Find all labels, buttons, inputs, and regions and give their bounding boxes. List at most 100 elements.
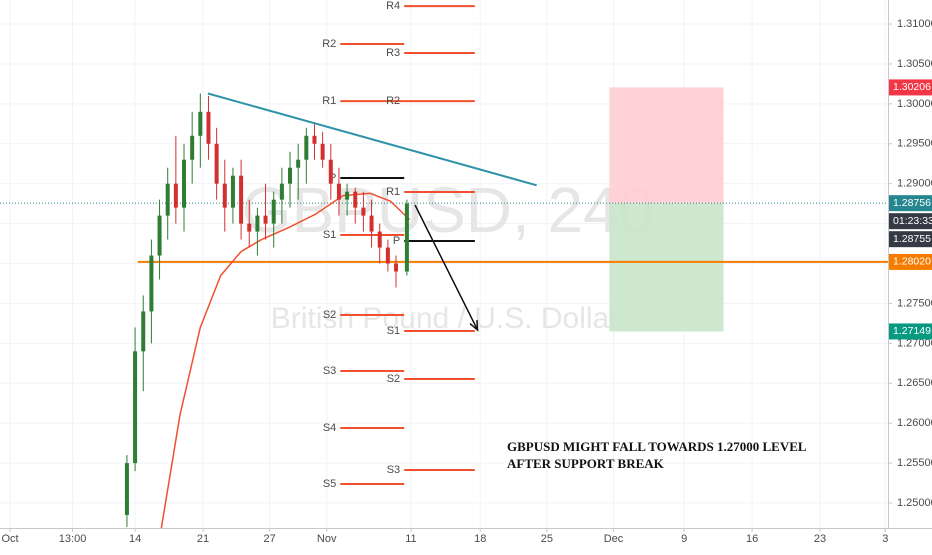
y-tick-label: 1.27500 (897, 297, 932, 309)
candle-body (190, 135, 195, 160)
candle-body (222, 183, 227, 208)
grid (0, 0, 888, 528)
x-tick-label: Nov (317, 533, 337, 545)
pivot-label: R2 (322, 38, 336, 50)
candle-body (124, 463, 129, 515)
x-tick-label: 3 (882, 533, 888, 545)
candle-body (288, 167, 293, 184)
pivot-label: S1 (387, 325, 400, 337)
target-zone (609, 203, 724, 332)
pivot-label: P (393, 235, 400, 247)
pivot-label: S4 (323, 422, 336, 434)
candle-body (369, 215, 374, 232)
pivot-label: R4 (386, 0, 400, 12)
price-tag (889, 231, 932, 248)
trendline (207, 92, 537, 187)
pivot-label: S1 (323, 229, 336, 241)
candle-body (165, 183, 170, 216)
moving-average (160, 192, 411, 528)
price-tag (889, 195, 932, 212)
x-tick-label: 27 (264, 533, 276, 545)
x-tick-label: 13:00 (59, 533, 87, 545)
pivot-label: S2 (323, 309, 336, 321)
x-tick-label: 18 (474, 533, 486, 545)
y-tick-label: 1.27000 (897, 337, 932, 349)
candle-body (263, 215, 268, 224)
y-tick-label: 1.31000 (897, 18, 932, 30)
candle-body (239, 175, 244, 224)
candle-body (198, 111, 203, 136)
candle-body (385, 247, 390, 264)
y-tick-label: 1.26500 (897, 377, 932, 389)
countdown-tag (889, 213, 932, 230)
y-tick-label: 1.25500 (897, 457, 932, 469)
y-tick-label: 1.30000 (897, 98, 932, 110)
y-tick-label: 1.25000 (897, 497, 932, 509)
candle-body (328, 159, 333, 184)
price-tag-label: 1.27149 (893, 325, 931, 337)
candle-body (230, 175, 235, 208)
price-tag-label: 1.28756 (893, 197, 931, 209)
y-tick-label: 1.26000 (897, 417, 932, 429)
y-tick-label: 1.29000 (897, 178, 932, 190)
candle-body (247, 223, 252, 232)
candle-body (320, 143, 325, 160)
plot-area: GBPUSD, 240 British Pound / U.S. Dollar … (0, 0, 888, 528)
candle-body (206, 111, 211, 144)
pivot-label: R2 (386, 95, 400, 107)
candle-body (255, 215, 260, 232)
x-tick-label: 11 (405, 533, 416, 545)
arrow-head (469, 319, 479, 332)
price-tag-label: 1.28020 (893, 256, 931, 268)
candle-body (336, 183, 341, 200)
price-tag-label: 1.30206 (893, 81, 931, 93)
candle-body (271, 199, 276, 224)
x-tick-label: Oct (1, 533, 18, 545)
candle-body (353, 191, 358, 208)
countdown: 01:23:33 (893, 215, 932, 227)
x-tick-label: 14 (129, 533, 141, 545)
x-tick-label: Dec (604, 533, 624, 545)
price-tag (889, 253, 932, 270)
x-tick-label: 21 (197, 533, 209, 545)
pivot-label: S3 (323, 365, 336, 377)
candle-body (296, 159, 301, 168)
candle-body (173, 183, 178, 208)
candle-body (377, 231, 382, 248)
candle-body (312, 135, 317, 144)
arrow (414, 204, 479, 331)
price-tag-label: 1.28755 (893, 233, 931, 245)
drawings: R2R1PS1S2S3S4S5R4R3R2R1PS1S2S3 (0, 0, 888, 528)
candle-body (157, 215, 162, 256)
candle-body (361, 207, 366, 216)
candle-body (214, 143, 219, 184)
candle-body (141, 311, 146, 352)
candle-body (394, 263, 399, 272)
candle-body (345, 191, 350, 200)
pivot-label: R1 (386, 186, 400, 198)
annotation: AFTER SUPPORT BREAK (507, 456, 665, 471)
y-tick-label: 1.29500 (897, 138, 932, 150)
watermark-subtitle: British Pound / U.S. Dollar (271, 302, 619, 335)
pivot-label: S2 (387, 373, 400, 385)
candle-body (404, 203, 409, 272)
candle-body (304, 135, 309, 160)
x-tick-label: 23 (814, 533, 826, 545)
watermark-title: GBPUSD, 240 (242, 174, 655, 246)
candle-body (279, 183, 284, 200)
x-tick-label: 9 (681, 533, 687, 545)
y-tick-label: 1.30500 (897, 58, 932, 70)
price-tag (889, 323, 932, 340)
annotation: GBPUSD MIGHT FALL TOWARDS 1.27000 LEVEL (507, 439, 807, 454)
price-tag (889, 79, 932, 96)
candle-body (149, 255, 154, 312)
candle-body (133, 351, 138, 464)
pivot-label: S3 (387, 464, 400, 476)
candle-body (182, 159, 187, 208)
x-tick-label: 16 (746, 533, 758, 545)
axes: 1.25000 1.25500 1.26000 1.26500 1.27000 1.275… (1, 18, 932, 545)
x-tick-label: 25 (541, 533, 553, 545)
